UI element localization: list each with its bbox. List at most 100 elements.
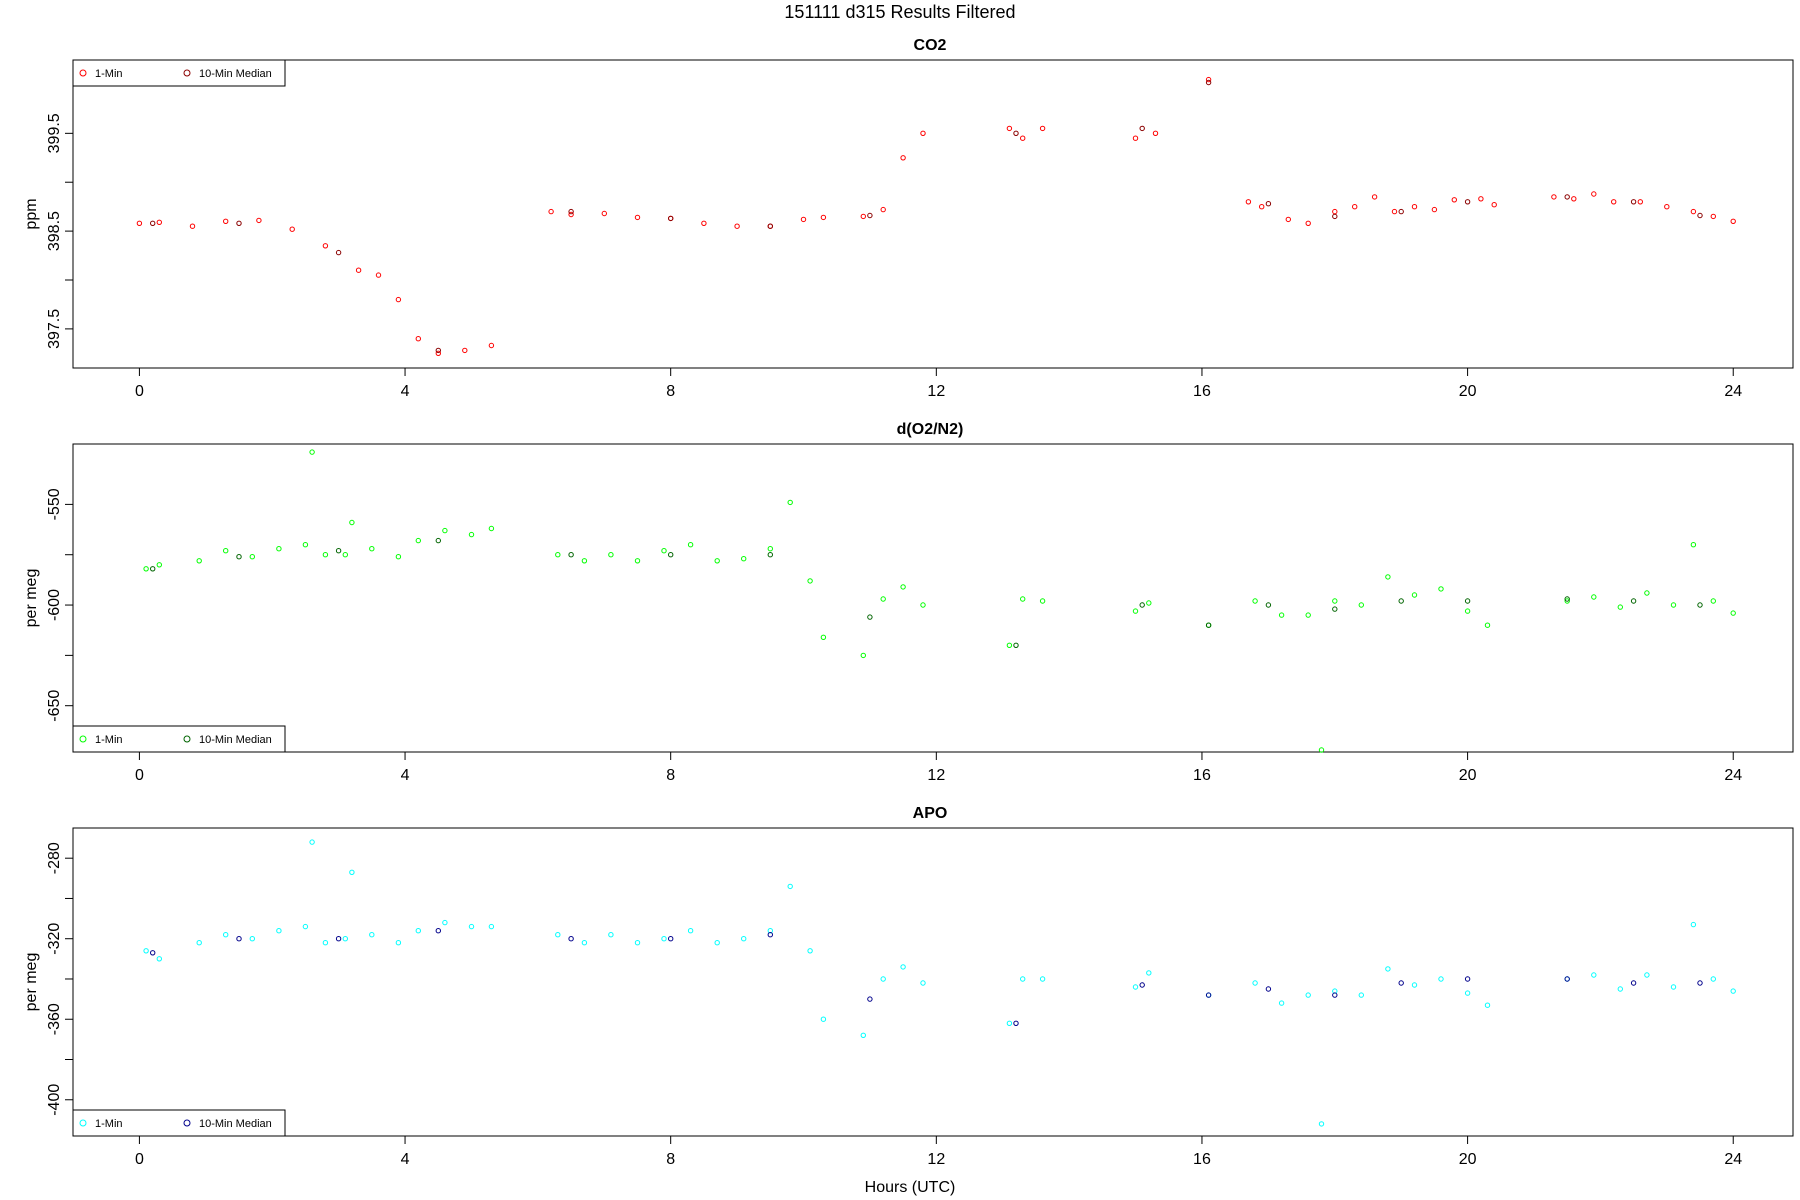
data-point	[1630, 598, 1637, 604]
data-point	[668, 215, 674, 222]
data-point	[601, 210, 607, 217]
y-axis: -400 -360 -320 -280	[46, 842, 74, 1116]
data-point	[1644, 590, 1650, 596]
y-tick-label: -600	[46, 589, 63, 621]
x-tick-label: 16	[1193, 383, 1211, 400]
data-point	[1332, 208, 1338, 215]
x-tick-label: 20	[1459, 383, 1477, 400]
data-point	[256, 217, 262, 224]
data-point	[156, 562, 163, 568]
panel-title: d(O2/N2)	[897, 421, 964, 438]
data-point	[860, 213, 866, 220]
data-point	[349, 519, 355, 526]
data-point	[335, 936, 342, 942]
data-point	[355, 267, 362, 273]
data-point	[1478, 196, 1484, 202]
y-axis-label: ppm	[23, 198, 40, 229]
x-tick-label: 8	[666, 383, 675, 400]
legend-marker	[79, 1119, 87, 1127]
data-point	[787, 883, 793, 890]
data-point	[342, 552, 348, 558]
data-point	[1039, 125, 1046, 132]
data-point	[767, 932, 773, 938]
legend-label: 1-Min	[95, 1118, 123, 1130]
legend-label: 1-Min	[95, 68, 123, 80]
data-point	[1464, 976, 1471, 982]
data-point	[1464, 608, 1471, 614]
data-point	[1305, 992, 1311, 998]
legend-label: 10-Min Median	[199, 1118, 272, 1130]
data-point	[435, 537, 441, 544]
data-point	[767, 546, 773, 552]
data-point	[1697, 602, 1703, 608]
data-point	[488, 342, 495, 349]
data-point	[1697, 212, 1703, 219]
data-point	[236, 220, 242, 227]
data-point	[1438, 586, 1444, 592]
x-axis: 0 4 8 12 16 20 24	[135, 1135, 1742, 1168]
data-point	[1152, 130, 1159, 137]
x-tick-label: 4	[401, 767, 410, 784]
data-point	[276, 928, 282, 934]
x-tick-label: 16	[1193, 1151, 1211, 1168]
legend-label: 10-Min Median	[199, 68, 272, 80]
y-axis-label: per meg	[23, 569, 40, 628]
data-point	[395, 296, 402, 303]
data-point	[289, 226, 295, 232]
y-tick-label: 397.5	[46, 309, 63, 349]
data-point	[1591, 594, 1597, 600]
data-point	[1352, 204, 1358, 210]
data-point	[741, 936, 747, 942]
data-point	[661, 548, 667, 554]
data-point	[1484, 1002, 1491, 1008]
x-tick-label: 8	[666, 767, 675, 784]
data-point	[1398, 208, 1404, 215]
data-point	[767, 223, 773, 229]
legend-marker	[183, 1119, 191, 1127]
data-point	[714, 558, 720, 564]
x-tick-label: 12	[927, 767, 945, 784]
data-point	[1205, 76, 1212, 83]
data-point	[156, 219, 163, 226]
data-point	[867, 212, 873, 219]
x-tick-label: 12	[927, 383, 945, 400]
data-point	[236, 554, 242, 560]
plot-frame	[72, 443, 1794, 753]
x-tick-label: 20	[1459, 767, 1477, 784]
data-point	[1438, 976, 1444, 982]
data-point	[1551, 194, 1557, 200]
data-point	[1710, 213, 1717, 220]
data-point	[1371, 194, 1378, 200]
data-point	[1265, 201, 1272, 207]
data-point	[581, 940, 588, 946]
data-point	[1332, 598, 1338, 604]
data-point	[807, 948, 813, 954]
data-point	[196, 558, 202, 564]
data-point	[236, 936, 242, 942]
data-point	[787, 499, 793, 506]
data-point	[1139, 982, 1145, 988]
data-points	[143, 839, 1736, 1127]
data-point	[1013, 130, 1019, 137]
data-point	[1664, 204, 1670, 210]
data-point	[860, 1032, 866, 1039]
data-point	[1139, 602, 1145, 608]
figure-title: 151111 d315 Results Filtered	[784, 2, 1015, 22]
data-point	[309, 839, 315, 845]
data-point	[634, 214, 641, 221]
data-point	[1690, 921, 1697, 928]
data-point	[1146, 970, 1152, 976]
data-point	[1464, 990, 1471, 996]
data-point	[1617, 986, 1624, 992]
y-tick-label: -360	[46, 1003, 63, 1035]
data-point	[1020, 135, 1026, 141]
data-point	[1332, 606, 1338, 612]
y-tick-label: -280	[46, 842, 63, 874]
data-point	[1278, 1000, 1285, 1006]
data-point	[668, 552, 674, 558]
data-point	[687, 928, 694, 934]
data-point	[150, 220, 156, 227]
data-point	[1285, 216, 1292, 223]
data-point	[189, 223, 196, 229]
